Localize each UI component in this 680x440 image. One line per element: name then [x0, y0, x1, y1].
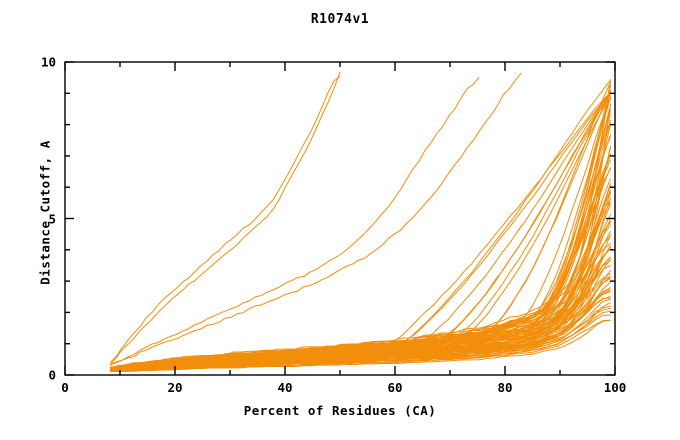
curve-line	[109, 97, 612, 369]
x-tick-label-0: 0	[61, 380, 69, 395]
curve-line	[110, 298, 611, 372]
curve-line-outlier	[109, 76, 480, 366]
x-tick-label-60: 60	[387, 380, 403, 395]
tick-marks	[64, 61, 616, 376]
curve-line	[110, 91, 611, 371]
y-tick-label-10: 10	[40, 54, 56, 70]
curve-line	[110, 92, 612, 370]
curve-line	[110, 95, 612, 369]
curve-line-outlier	[109, 76, 341, 364]
y-tick-label-0: 0	[48, 367, 56, 383]
x-tick-label-80: 80	[497, 380, 513, 395]
curve-line	[110, 302, 611, 372]
curve-line	[110, 79, 611, 370]
curve-group	[109, 71, 612, 372]
x-tick-label-20: 20	[167, 380, 183, 395]
chart-title: R1074v1	[310, 12, 370, 27]
curve-line	[110, 256, 611, 372]
x-axis-label: Percent of Residues (CA)	[243, 403, 437, 418]
x-tick-label-40: 40	[277, 380, 293, 395]
curve-line-outlier	[109, 72, 522, 366]
x-tick-label-100: 100	[603, 380, 627, 395]
y-tick-label-5: 5	[48, 211, 56, 226]
curve-line-outlier	[109, 71, 341, 366]
